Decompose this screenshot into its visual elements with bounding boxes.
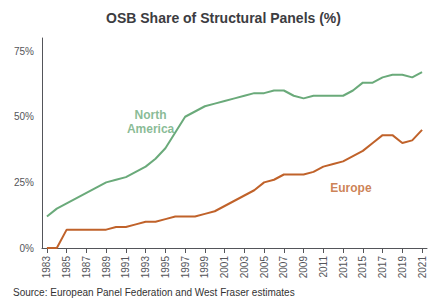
svg-text:2015: 2015	[357, 256, 368, 279]
svg-text:1993: 1993	[140, 256, 151, 279]
svg-text:1999: 1999	[199, 256, 210, 279]
svg-text:1985: 1985	[61, 256, 72, 279]
svg-text:0%: 0%	[20, 243, 35, 254]
svg-text:75%: 75%	[14, 46, 34, 57]
svg-text:2021: 2021	[417, 256, 428, 279]
svg-text:2007: 2007	[278, 256, 289, 279]
svg-text:1989: 1989	[101, 256, 112, 279]
svg-text:America: America	[127, 122, 175, 136]
svg-text:25%: 25%	[14, 177, 34, 188]
svg-text:2003: 2003	[239, 256, 250, 279]
svg-text:1987: 1987	[81, 256, 92, 279]
svg-text:2013: 2013	[338, 256, 349, 279]
svg-text:2011: 2011	[318, 256, 329, 278]
svg-text:1997: 1997	[180, 256, 191, 279]
svg-text:2005: 2005	[259, 256, 270, 279]
svg-text:1983: 1983	[41, 256, 52, 279]
svg-text:2009: 2009	[298, 256, 309, 279]
svg-text:OSB Share of Structural Panels: OSB Share of Structural Panels (%)	[106, 10, 341, 26]
svg-text:2017: 2017	[377, 256, 388, 279]
svg-text:1991: 1991	[120, 256, 131, 279]
svg-text:2001: 2001	[219, 256, 230, 279]
svg-text:Europe: Europe	[330, 181, 372, 195]
svg-text:2019: 2019	[397, 256, 408, 279]
svg-text:50%: 50%	[14, 111, 34, 122]
svg-text:1995: 1995	[160, 256, 171, 279]
svg-text:North: North	[135, 108, 167, 122]
svg-text:Source: European Panel Federat: Source: European Panel Federation and We…	[13, 287, 295, 298]
